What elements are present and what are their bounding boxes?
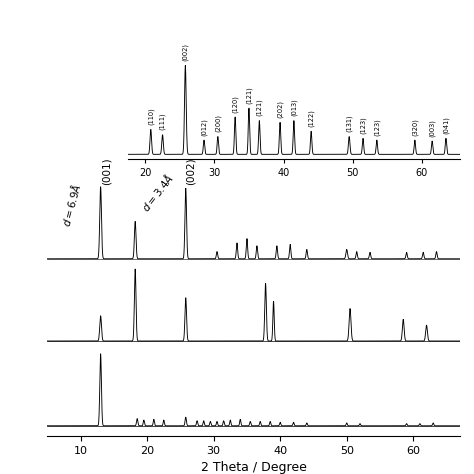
Text: $d = 3.4\AA$: $d = 3.4\AA$ <box>138 171 176 214</box>
Text: (001): (001) <box>101 158 111 185</box>
Text: (003): (003) <box>429 118 436 137</box>
Text: (121): (121) <box>256 99 263 116</box>
Text: (131): (131) <box>346 115 353 132</box>
Text: (013): (013) <box>291 99 297 116</box>
Text: $d = 6.9\AA$: $d = 6.9\AA$ <box>58 182 83 228</box>
Text: (111): (111) <box>159 113 166 130</box>
Text: (121): (121) <box>246 86 252 104</box>
Text: (123): (123) <box>360 116 366 134</box>
Text: (123): (123) <box>374 118 380 136</box>
Text: (202): (202) <box>277 100 283 118</box>
Text: (012): (012) <box>201 118 207 136</box>
Text: (002): (002) <box>182 43 189 61</box>
Text: (122): (122) <box>308 109 314 127</box>
Text: (041): (041) <box>443 116 449 134</box>
Text: (002): (002) <box>185 158 195 185</box>
Text: (110): (110) <box>147 107 154 125</box>
Text: (320): (320) <box>411 118 418 136</box>
Text: (120): (120) <box>232 95 238 113</box>
Text: (200): (200) <box>215 114 221 132</box>
X-axis label: 2 Theta / Degree: 2 Theta / Degree <box>201 461 307 474</box>
